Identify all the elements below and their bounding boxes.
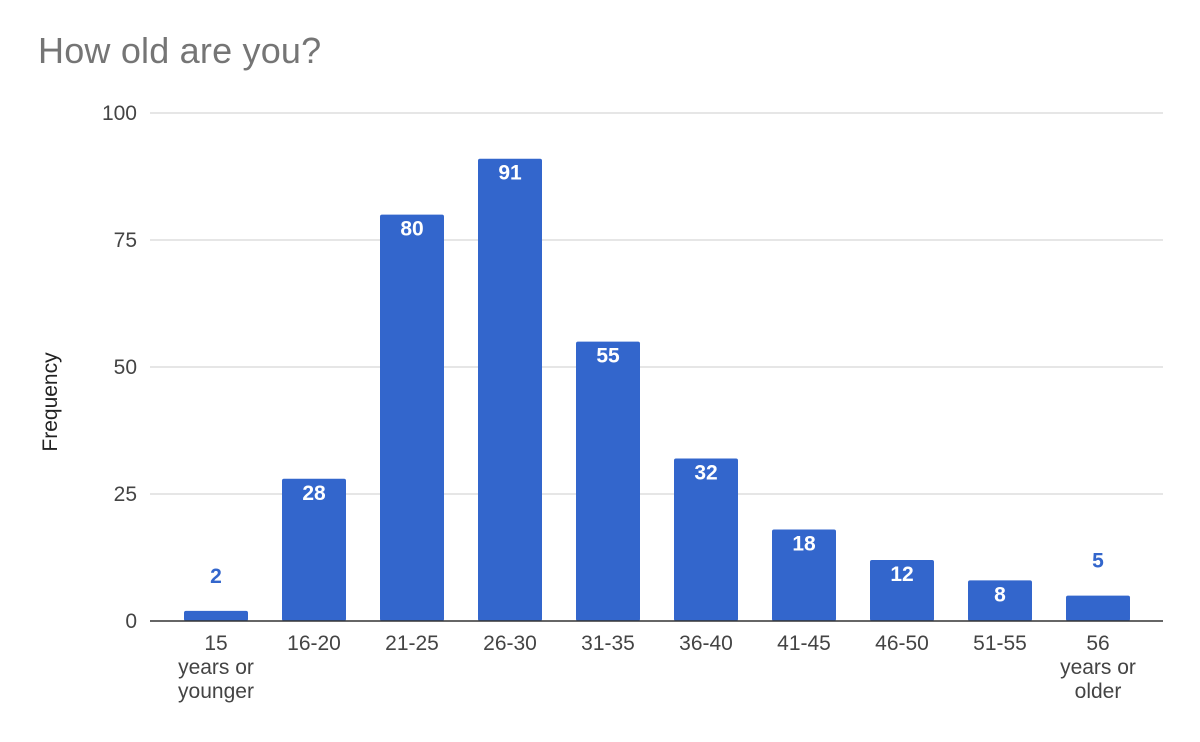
bar [380, 214, 444, 621]
y-axis-label: Frequency [39, 352, 62, 452]
bar-value-label: 12 [890, 563, 913, 586]
x-tick-label: 51-55 [973, 632, 1027, 655]
bar-value-label: 32 [694, 461, 717, 484]
x-tick-label: 26-30 [483, 632, 537, 655]
chart-title: How old are you? [38, 30, 322, 71]
bar-value-label: 5 [1092, 550, 1104, 573]
x-tick-label: 36-40 [679, 632, 733, 655]
bar [674, 458, 738, 621]
bar-value-label: 91 [498, 162, 522, 185]
data-labels: 2 28 80 91 55 32 18 12 8 5 [210, 162, 1104, 607]
x-tick-label: 46-50 [875, 632, 929, 655]
y-tick-label: 100 [102, 102, 137, 125]
y-tick-label: 50 [114, 356, 137, 379]
bar [282, 478, 346, 621]
x-tick-label: years or [178, 656, 254, 679]
bar [772, 529, 836, 621]
x-tick-label: younger [178, 680, 254, 703]
bars [184, 158, 1130, 621]
x-tick-label: years or [1060, 656, 1136, 679]
gridlines [150, 112, 1163, 495]
bar-value-label: 18 [792, 533, 816, 556]
x-tick-label: 41-45 [777, 632, 831, 655]
x-tick-label: 16-20 [287, 632, 341, 655]
bar-value-label: 28 [302, 482, 326, 505]
y-tick-label: 0 [125, 610, 137, 633]
bar [870, 560, 934, 621]
bar-value-label: 8 [994, 583, 1006, 606]
x-tick-label: 21-25 [385, 632, 439, 655]
x-tick-label: 31-35 [581, 632, 635, 655]
bar [478, 158, 542, 621]
bar [968, 580, 1032, 621]
bar [184, 610, 248, 621]
x-tick-label: 56 [1086, 632, 1109, 655]
bar-value-label: 2 [210, 565, 222, 588]
bar [1066, 595, 1130, 621]
y-tick-label: 75 [114, 229, 137, 252]
x-tick-label: older [1075, 680, 1122, 703]
bar-value-label: 80 [400, 218, 423, 241]
y-tick-label: 25 [114, 483, 137, 506]
y-axis-ticks: 0 25 50 75 100 [102, 102, 137, 633]
bar [576, 341, 640, 621]
x-tick-label: 15 [204, 632, 227, 655]
bar-value-label: 55 [596, 345, 620, 368]
